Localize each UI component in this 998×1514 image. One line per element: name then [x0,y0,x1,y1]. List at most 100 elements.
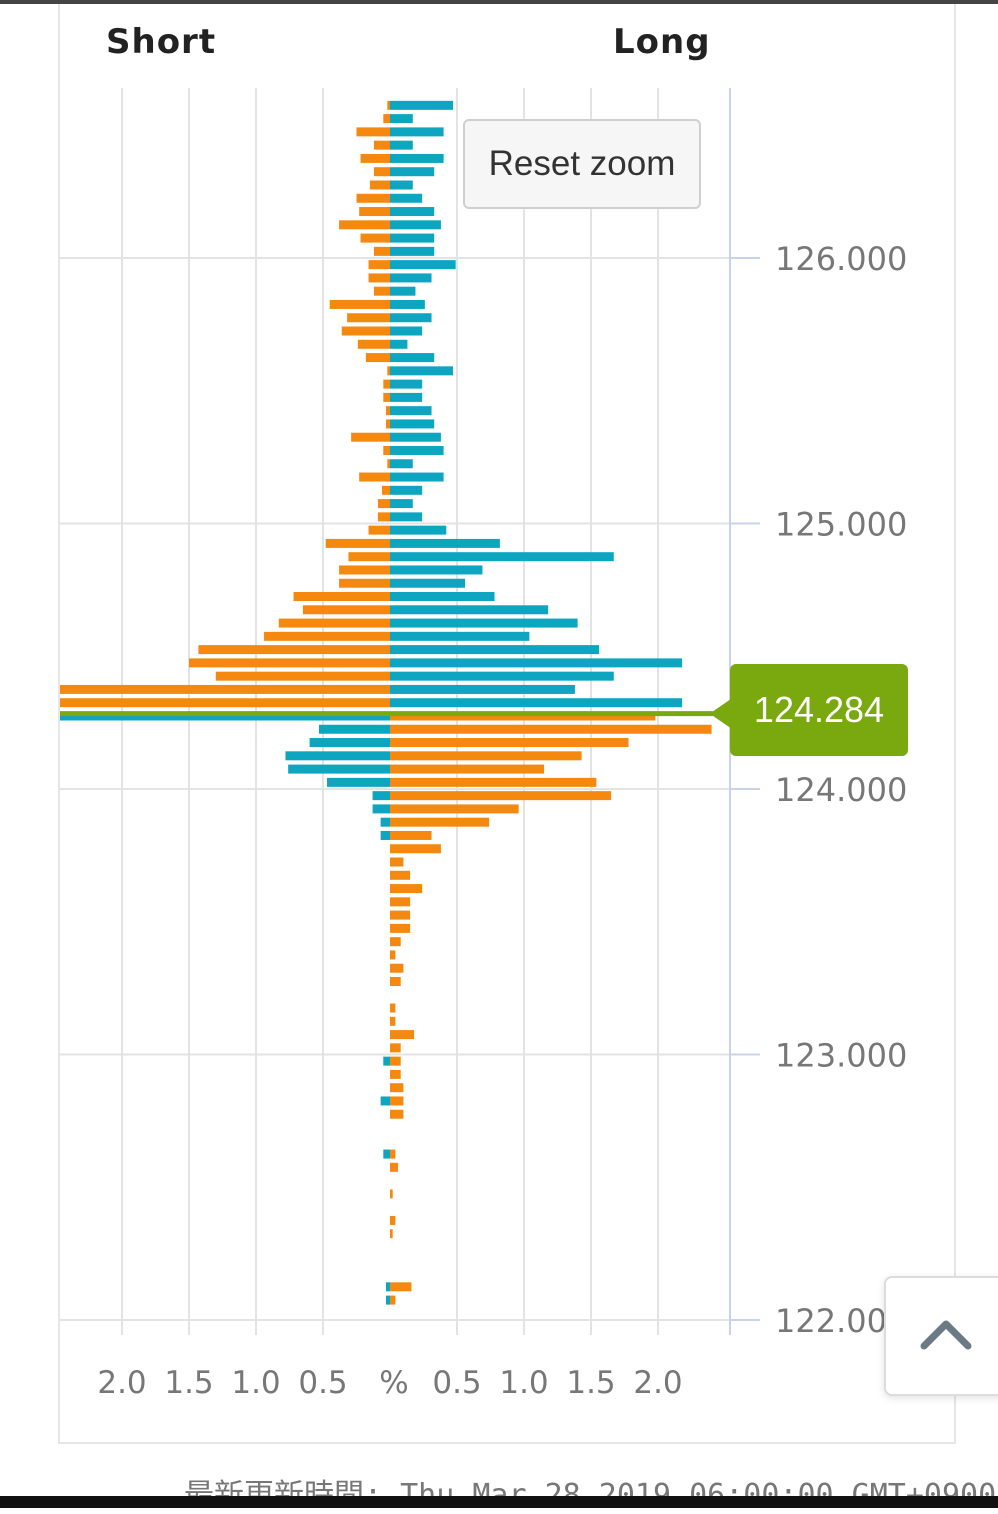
y-tick-label: 125.000 [775,506,907,544]
long-bar [390,366,453,376]
long-bar [390,658,683,668]
short-bar [369,180,390,190]
long-bar [390,791,612,801]
short-bar [387,459,390,469]
long-bar [390,485,423,495]
long-bar [390,1003,396,1013]
short-bar [365,353,390,363]
long-bar [390,1096,404,1106]
short-bar [293,592,390,602]
long-bar [390,1189,393,1199]
long-bar [390,432,441,442]
short-label: Short [106,22,217,62]
short-bar [339,565,390,575]
long-bar [390,114,413,124]
long-bar [390,193,423,203]
reset-zoom-button[interactable]: Reset zoom [463,119,701,209]
y-tick-label: 126.000 [775,240,907,278]
short-bar [339,578,390,588]
x-tick-label: 1.0 [231,1365,280,1401]
long-bar [390,738,629,748]
long-bar [390,406,432,416]
short-bar [372,804,390,814]
long-bar [390,976,401,986]
long-bar [390,499,413,509]
long-bar [390,512,423,522]
short-bar [368,273,390,283]
long-bar [390,605,549,615]
long-bar [390,884,423,894]
scroll-to-top-button[interactable] [884,1276,998,1396]
short-bar [60,698,390,708]
long-bar [390,1056,401,1066]
short-bar [383,1149,390,1159]
long-bar [390,645,600,655]
short-bar [383,392,390,402]
long-bar [390,538,500,548]
short-bar [318,724,390,734]
chart-card [58,4,956,1444]
long-bar [390,1069,401,1079]
x-tick-label: 1.0 [499,1365,548,1401]
y-tick-label: 124.000 [775,771,907,809]
long-bar [390,299,425,309]
long-bar [390,1295,396,1305]
long-bar [390,260,456,270]
short-bar [264,631,390,641]
axis-layer: 2.0 1.5 1.0 0.5% 0.5 1.0 1.5 2.0 126.000 125.000 1… [97,88,907,1401]
grid-layer [60,88,730,1335]
x-tick-label: 1.5 [566,1365,615,1401]
x-tick-label: 1.5 [164,1365,213,1401]
long-bar [390,751,582,761]
x-tick-label: % [379,1365,408,1401]
long-bar [390,844,441,854]
short-bar [380,1096,390,1106]
long-bar [390,684,575,694]
long-bar [390,817,490,827]
short-bar [360,233,390,243]
long-bar [390,671,614,681]
long-bar [390,339,408,349]
long-bar [390,326,423,336]
long-bar [390,631,530,641]
current-price-pointer [714,699,730,728]
long-bar [390,313,432,323]
short-bar [60,684,390,694]
long-bar [390,950,396,960]
long-bar [390,1229,393,1239]
short-bar [387,366,390,376]
short-bar [189,658,390,668]
long-bar [390,220,441,230]
price-line-layer [60,699,730,728]
short-bar [360,153,390,163]
short-bar [327,777,390,787]
short-bar [387,100,390,110]
long-bar [390,777,597,787]
short-bar [356,127,390,137]
short-bar [357,339,390,349]
short-bar [385,1295,390,1305]
bottom-bar [0,1496,998,1508]
long-bar [390,379,423,389]
short-bar [368,525,390,535]
short-bar [198,645,390,655]
long-bar [390,1282,412,1292]
long-bar [390,286,416,296]
short-bar [215,671,390,681]
short-bar [380,817,390,827]
short-bar [380,830,390,840]
long-bar [390,419,435,429]
long-bar [390,153,444,163]
long-bar [390,525,447,535]
short-bar [341,326,390,336]
long-bar [390,857,404,867]
short-bar [385,1282,390,1292]
short-bar [351,432,390,442]
long-bar [390,592,495,602]
short-bar [285,751,390,761]
long-bar [390,963,404,973]
long-bar [390,552,614,562]
short-bar [373,286,390,296]
long-bar [390,207,435,217]
long-bar [390,127,444,137]
